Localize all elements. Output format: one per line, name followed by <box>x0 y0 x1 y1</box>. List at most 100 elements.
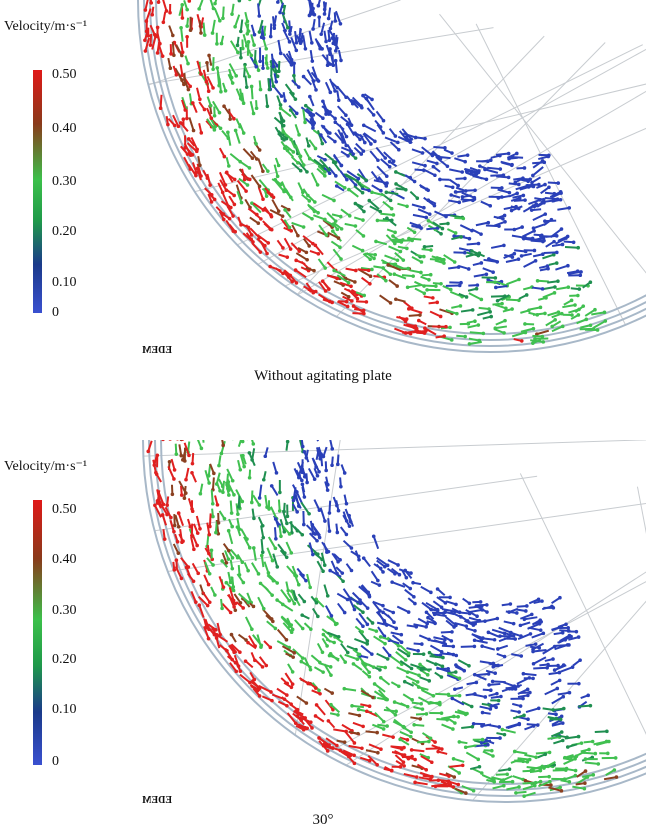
arrow-head <box>218 111 222 115</box>
arrow-head <box>372 257 376 261</box>
arrow-head <box>295 510 299 514</box>
arrow-head <box>437 747 441 751</box>
arrow-head <box>291 92 295 96</box>
arrow-head <box>480 298 484 302</box>
arrow-head <box>346 122 350 126</box>
arrow-head <box>206 604 210 608</box>
velocity-arrow <box>369 744 381 749</box>
arrow-head <box>422 667 426 671</box>
arrow-head <box>368 257 372 261</box>
arrow-head <box>458 694 462 698</box>
arrow-head <box>418 717 422 721</box>
arrow-head <box>336 463 340 467</box>
arrow-head <box>373 682 377 686</box>
arrow-head <box>150 13 154 17</box>
arrow-head <box>329 652 333 656</box>
arrow-head <box>444 601 448 605</box>
arrow-head <box>340 227 344 231</box>
arrow-head <box>292 651 296 655</box>
arrow-head <box>234 608 238 612</box>
arrow-head <box>507 610 511 614</box>
arrow-head <box>323 8 327 12</box>
arrow-head <box>564 622 568 626</box>
arrow-head <box>323 12 327 16</box>
arrow-head <box>292 150 296 154</box>
arrow-head <box>172 530 176 534</box>
arrow-head <box>496 299 500 303</box>
arrow-head <box>476 758 480 762</box>
arrow-head <box>295 49 299 53</box>
arrow-head <box>275 471 279 475</box>
arrow-head <box>272 65 276 69</box>
velocity-arrow <box>163 430 165 439</box>
arrow-head <box>390 207 394 211</box>
arrow-head <box>480 771 484 775</box>
arrow-head <box>452 785 456 789</box>
arrow-head <box>534 781 538 785</box>
arrow-head <box>566 264 570 268</box>
arrow-head <box>346 598 350 602</box>
arrow-head <box>317 449 321 453</box>
arrow-head <box>213 114 217 118</box>
arrow-head <box>567 643 571 647</box>
colorbar-tick-label: 0 <box>52 305 59 320</box>
arrow-head <box>234 670 238 674</box>
arrow-head <box>589 323 593 327</box>
arrow-head <box>257 14 261 18</box>
arrow-head <box>409 730 413 734</box>
arrow-head <box>230 644 234 648</box>
arrow-head <box>581 304 585 308</box>
arrow-head <box>534 202 538 206</box>
colorbar-tick-label: 0.10 <box>52 702 77 717</box>
arrow-head <box>275 598 279 602</box>
arrow-head <box>606 752 610 756</box>
arrow-head <box>497 699 501 703</box>
arrow-head <box>421 151 425 155</box>
arrow-head <box>443 610 447 614</box>
arrow-head <box>361 610 365 614</box>
velocity-arrow <box>430 656 443 657</box>
velocity-arrow <box>422 690 434 696</box>
arrow-head <box>438 178 442 182</box>
arrow-head <box>299 169 303 173</box>
arrow-head <box>439 282 443 286</box>
velocity-arrow <box>179 513 183 526</box>
arrow-head <box>416 649 420 653</box>
arrow-head <box>436 750 440 754</box>
arrow-head <box>244 189 248 193</box>
arrow-head <box>288 532 292 536</box>
arrow-head <box>248 476 252 480</box>
arrow-head <box>568 691 572 695</box>
arrow-head <box>543 219 547 223</box>
arrow-head <box>486 160 490 164</box>
arrow-head <box>266 241 270 245</box>
velocity-arrow <box>266 94 267 106</box>
arrow-head <box>213 125 217 129</box>
arrow-head <box>412 723 416 727</box>
arrow-head <box>577 635 581 639</box>
velocity-arrow <box>533 668 547 669</box>
arrow-head <box>241 500 245 504</box>
arrow-head <box>252 546 256 550</box>
velocity-arrow <box>430 645 441 651</box>
arrow-head <box>185 24 189 28</box>
arrow-head <box>500 186 504 190</box>
arrow-head <box>534 755 538 759</box>
velocity-arrow <box>181 28 183 42</box>
arrow-head <box>578 658 582 662</box>
arrow-head <box>604 319 608 323</box>
arrow-head <box>199 72 203 76</box>
velocity-arrow <box>507 280 520 285</box>
arrow-head <box>325 233 329 237</box>
arrow-head <box>307 512 311 516</box>
arrow-head <box>459 304 463 308</box>
arrow-head <box>488 310 492 314</box>
arrow-head <box>376 158 380 162</box>
arrow-head <box>189 28 193 32</box>
arrow-head <box>317 736 321 740</box>
arrow-head <box>394 263 398 267</box>
arrow-head <box>255 157 259 161</box>
arrow-head <box>280 94 284 98</box>
arrow-head <box>381 570 385 574</box>
arrow-head <box>349 150 353 154</box>
